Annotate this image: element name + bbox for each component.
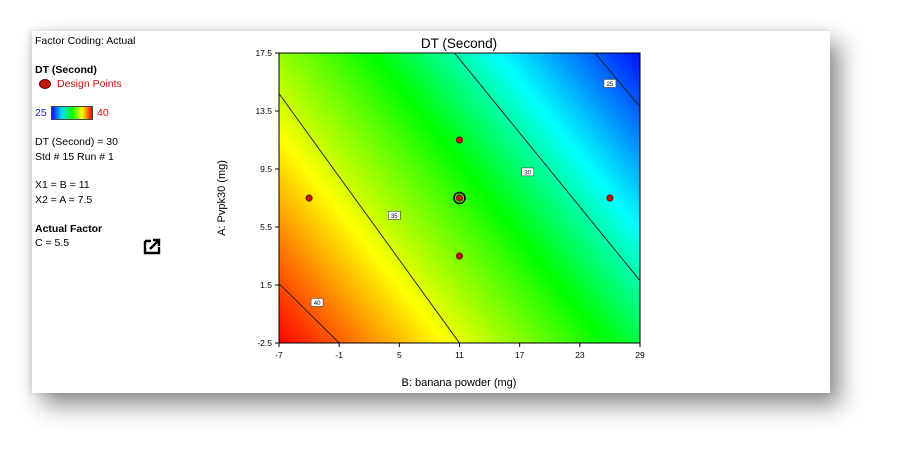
std-run-label: Std # 15 Run # 1: [35, 151, 114, 163]
contour-label-25: 25: [607, 82, 614, 88]
export-icon[interactable]: [143, 238, 162, 255]
contour-label-40: 40: [314, 301, 321, 307]
design-point[interactable]: [305, 194, 313, 202]
color-scale-bar: [51, 106, 93, 120]
chart-title: DT (Second): [421, 36, 497, 51]
factor-coding-label: Factor Coding: Actual: [35, 35, 136, 47]
design-points-legend: Design Points: [39, 78, 122, 90]
x-tick-label: 29: [635, 350, 645, 360]
x-tick-label: 11: [455, 350, 464, 360]
x-tick-label: -1: [335, 350, 343, 360]
contour-label-box: [388, 211, 401, 220]
contour-line-40: [279, 283, 340, 343]
contour-label-30: 30: [524, 170, 531, 176]
x-tick-label: 17: [515, 350, 525, 360]
contour-label-35: 35: [391, 214, 398, 220]
design-point[interactable]: [455, 136, 463, 144]
design-point[interactable]: [606, 194, 614, 202]
y-tick-label: -2.5: [257, 338, 272, 348]
contour-line-35: [279, 93, 460, 343]
y-tick-label: 13.5: [255, 106, 272, 116]
actual-factor-title: Actual Factor: [35, 223, 103, 235]
x-tick-label: 5: [397, 350, 402, 360]
design-points-label: Design Points: [57, 78, 122, 90]
x1-value: X1 = B = 11: [35, 179, 90, 191]
design-point-icon: [39, 79, 51, 90]
contour-label-box: [603, 79, 617, 88]
y-axis-label: A: Pvpk30 (mg): [216, 160, 228, 236]
y-tick-label: 17.5: [255, 48, 272, 58]
contour-line-30: [454, 53, 640, 281]
design-point[interactable]: [455, 194, 463, 202]
response-value: DT (Second) = 30: [35, 136, 118, 148]
y-tick-label: 1.5: [260, 280, 272, 290]
contour-chart: DT (Second) 40 35 30 25 -7 -1 5 11 17 23 29 -2.5 1…: [216, 36, 645, 389]
x-axis-label: B: banana powder (mg): [402, 377, 517, 389]
contour-line-25: [594, 53, 640, 107]
selected-point-ring[interactable]: [453, 191, 466, 205]
scale-max-label: 40: [97, 107, 109, 119]
response-title: DT (Second): [35, 64, 97, 76]
y-tick-label: 9.5: [260, 164, 272, 174]
x-tick-label: 23: [575, 350, 585, 360]
plot-card: Factor Coding: Actual DT (Second) Design…: [32, 31, 830, 393]
contour-label-box: [310, 298, 324, 307]
actual-factor-value: C = 5.5: [35, 237, 70, 249]
scale-min-label: 25: [35, 107, 47, 119]
y-tick-label: 5.5: [260, 222, 272, 232]
contour-label-box: [521, 167, 534, 177]
design-point[interactable]: [455, 252, 463, 260]
x2-value: X2 = A = 7.5: [35, 194, 93, 206]
x-tick-label: -7: [275, 350, 283, 360]
